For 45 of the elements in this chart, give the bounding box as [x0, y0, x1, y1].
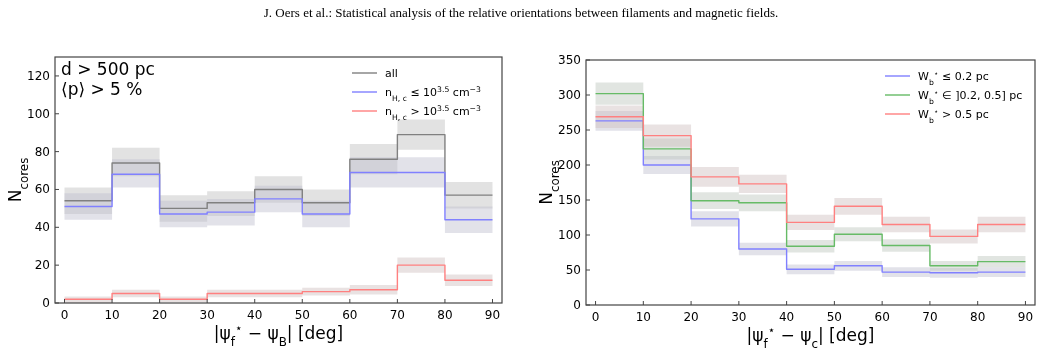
x-tick-label: 0 [60, 308, 69, 322]
y-tick-label: 80 [34, 144, 50, 159]
y-tick-label: 200 [558, 158, 581, 172]
y-tick-label: 0 [42, 296, 50, 310]
legend-label: n$_{H, c}$ ≤ 10$^{3.5}$ cm$^{−3}$ [385, 84, 482, 103]
x-tick-label: 50 [294, 308, 310, 322]
y-tick-label: 20 [34, 258, 50, 273]
legend-label: W$_{b}$$^{⋆}$ ∈ ]0.2, 0.5] pc [918, 87, 1023, 106]
y-tick-label: 250 [558, 123, 581, 137]
x-tick-label: 60 [874, 310, 890, 324]
x-tick-label: 50 [826, 310, 843, 324]
x-tick-label: 30 [199, 308, 215, 322]
x-tick-label: 70 [922, 310, 938, 324]
x-tick-label: 40 [247, 308, 263, 322]
x-tick-label: 40 [778, 310, 795, 324]
legend-label: W$_{b}$$^{⋆}$ ≤ 0.2 pc [918, 68, 989, 87]
x-tick-label: 90 [484, 308, 501, 322]
legend-label: all [385, 67, 398, 80]
x-tick-label: 60 [342, 308, 358, 322]
y-tick-label: 120 [27, 68, 50, 83]
y-tick-label: 40 [34, 220, 50, 235]
x-tick-label: 20 [683, 310, 699, 324]
text: J. Oers et al.: Statistical analysis of the relative orientations between filaments and magnetic fields. [263, 5, 779, 20]
x-tick-label: 30 [731, 310, 747, 324]
x-tick-label: 80 [437, 308, 453, 322]
legend-label: W$_{b}$$^{⋆}$ > 0.5 pc [918, 106, 989, 125]
x-tick-label: 80 [970, 310, 986, 324]
x-axis-title: |ψ$_{f}$$^{⋆}$ − ψ$_{B}$| [deg] [213, 321, 344, 349]
annotation: ⟨p⟩ > 5 % [61, 79, 143, 99]
y-tick-label: 60 [34, 182, 50, 197]
x-tick-label: 0 [591, 310, 600, 324]
x-tick-label: 10 [635, 310, 651, 324]
y-tick-label: 350 [558, 53, 581, 67]
x-tick-label: 20 [151, 308, 168, 322]
x-tick-label: 90 [1017, 310, 1034, 324]
y-tick-label: 100 [27, 106, 50, 121]
y-tick-label: 300 [558, 88, 581, 102]
y-tick-label: 50 [565, 263, 581, 277]
y-tick-label: 100 [558, 228, 581, 242]
annotation: d > 500 pc [61, 59, 155, 79]
legend-label: n$_{H, c}$ > 10$^{3.5}$ cm$^{−3}$ [385, 103, 482, 122]
x-tick-label: 10 [104, 308, 120, 322]
y-tick-label: 0 [573, 298, 581, 312]
x-tick-label: 70 [389, 308, 406, 322]
x-axis-title: |ψ$_{f}$$^{⋆}$ − ψ$_{c}$| [deg] [746, 323, 875, 351]
